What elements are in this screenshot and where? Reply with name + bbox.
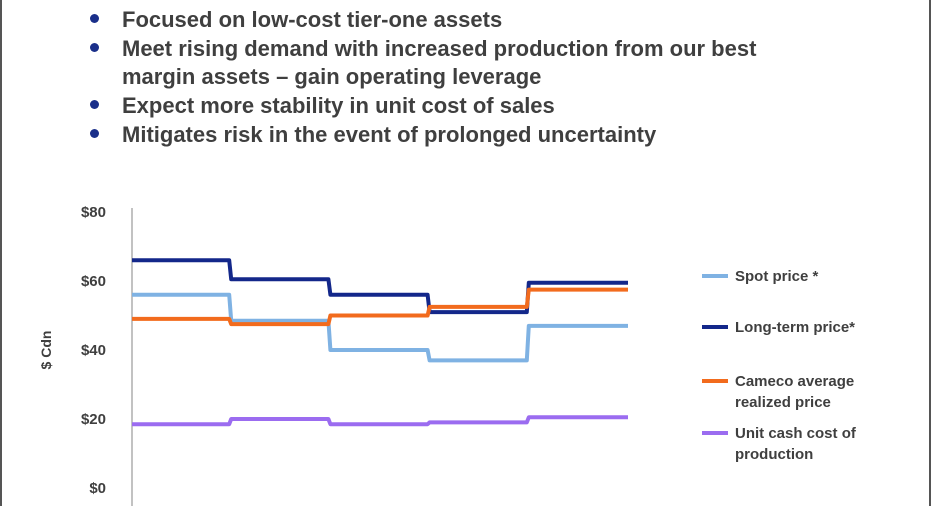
y-tick-label: $0 <box>89 480 106 497</box>
bullet-text: Focused on low-cost tier-one assets <box>122 7 503 32</box>
bullet-text: Meet rising demand with increased produc… <box>122 36 757 61</box>
bullet-dot-icon <box>90 43 99 52</box>
bullet-item: Focused on low-cost tier-one assets <box>90 6 890 34</box>
legend-label: Spot price * <box>735 268 819 285</box>
legend-label: Long-term price* <box>735 319 855 336</box>
bullet-dot-icon <box>90 14 99 23</box>
bullet-list: Focused on low-cost tier-one assets Meet… <box>90 6 890 150</box>
bullet-text: Mitigates risk in the event of prolonged… <box>122 122 657 147</box>
series-line <box>132 287 628 327</box>
y-tick-label: $60 <box>81 273 106 290</box>
series-line <box>132 415 628 427</box>
legend-label: production <box>735 446 813 463</box>
series-line <box>132 258 628 315</box>
y-axis-title: $ Cdn <box>38 331 54 370</box>
bullet-item: Expect more stability in unit cost of sa… <box>90 92 890 120</box>
bullet-dot-icon <box>90 129 99 138</box>
legend-label: Unit cash cost of <box>735 425 857 442</box>
bullet-text-continuation: margin assets – gain operating leverage <box>122 64 542 89</box>
bullet-dot-icon <box>90 100 99 109</box>
series-line <box>132 292 628 363</box>
y-tick-label: $80 <box>81 204 106 221</box>
bullet-text: Expect more stability in unit cost of sa… <box>122 93 555 118</box>
y-tick-label: $20 <box>81 411 106 428</box>
bullet-item: Mitigates risk in the event of prolonged… <box>90 121 890 149</box>
y-tick-label: $40 <box>81 342 106 359</box>
bullet-item: Meet rising demand with increased produc… <box>90 35 890 91</box>
legend-label: realized price <box>735 394 831 411</box>
legend-label: Cameco average <box>735 373 854 390</box>
